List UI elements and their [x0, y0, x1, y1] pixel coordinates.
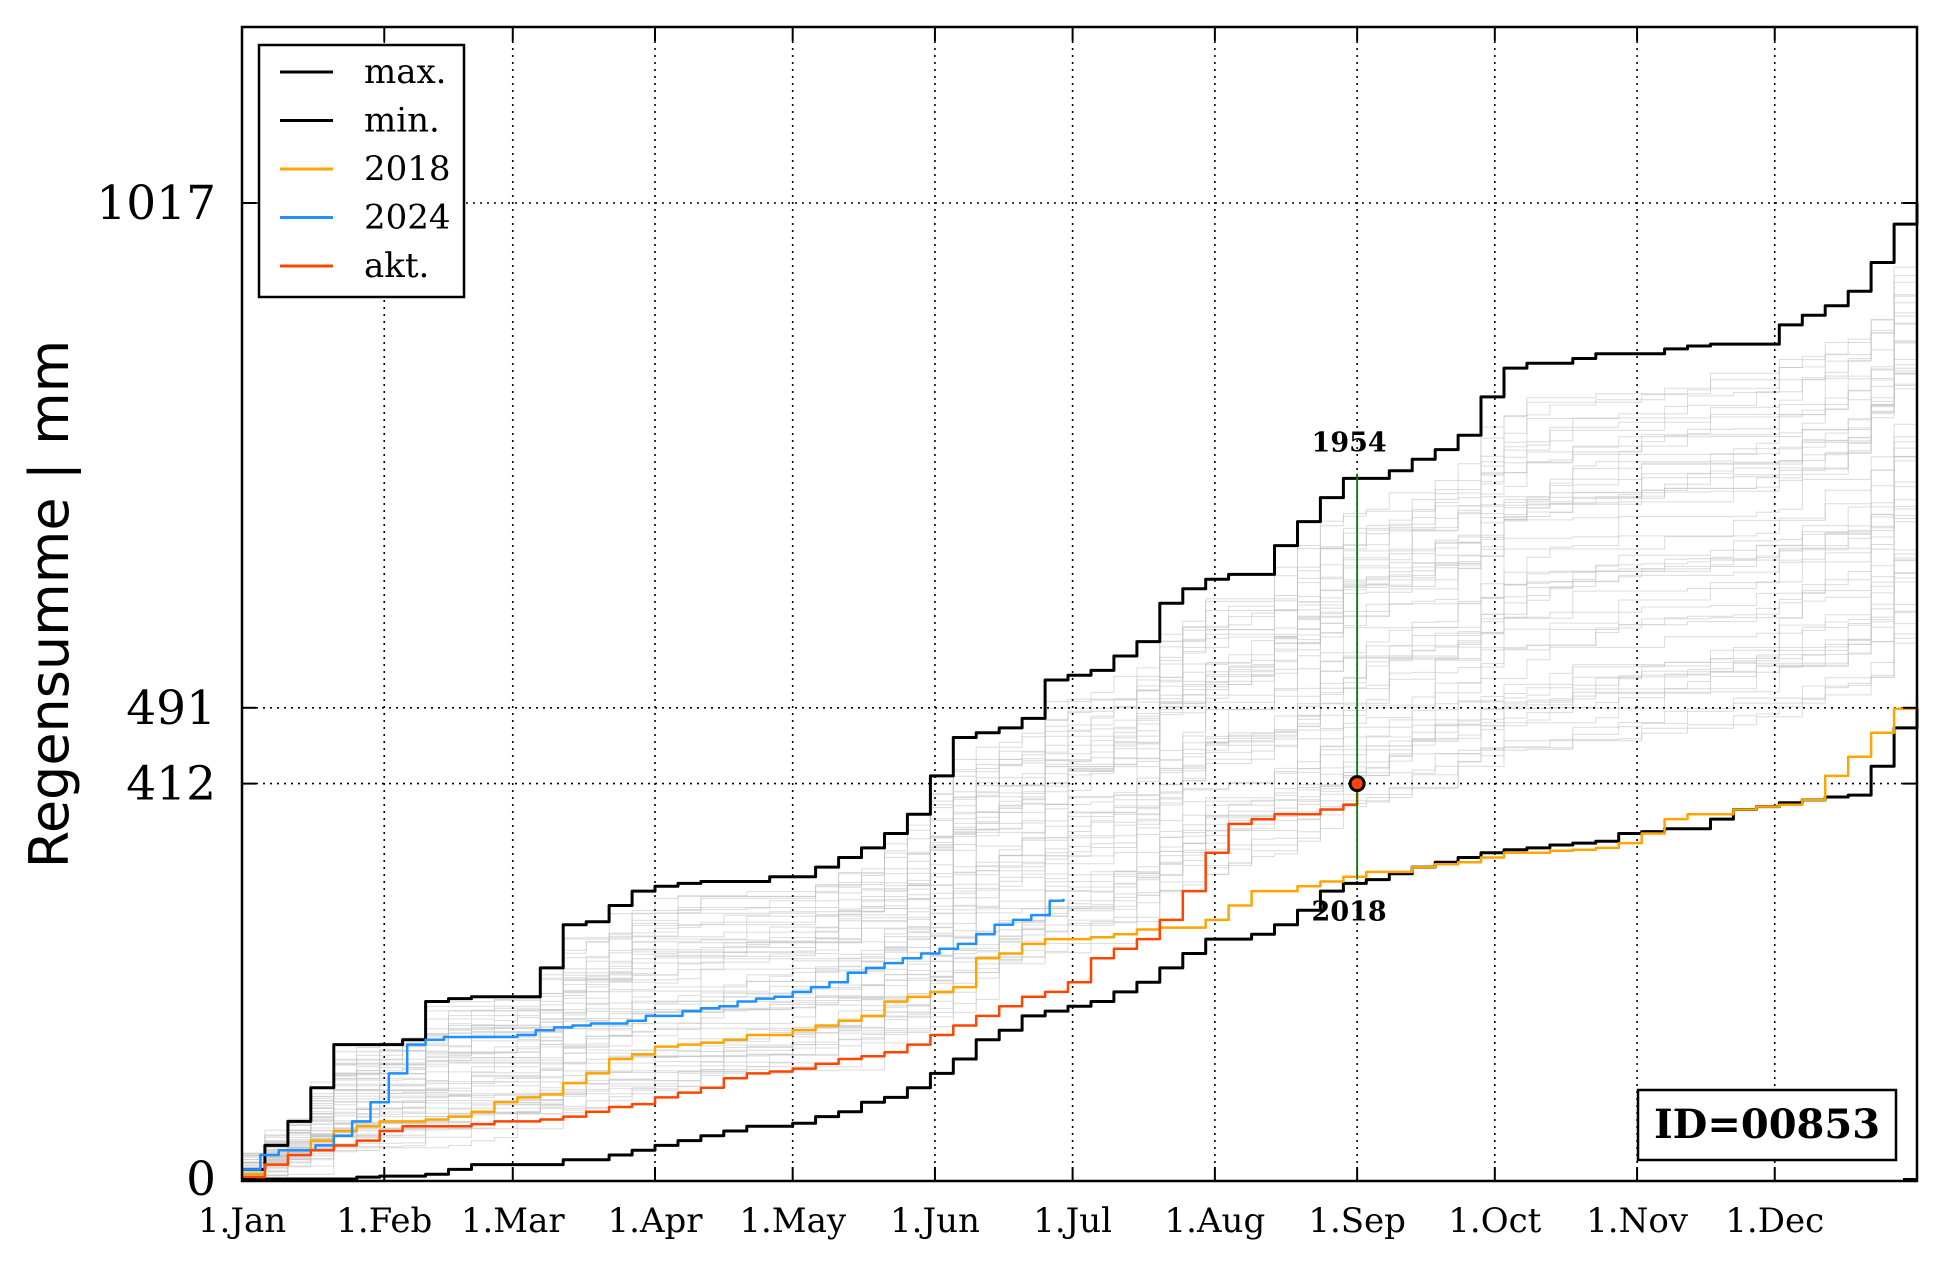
- x-tick-label: 1.Oct: [1448, 1201, 1541, 1241]
- x-tick-label: 1.Apr: [608, 1201, 704, 1241]
- x-tick-label: 1.Jul: [1033, 1201, 1112, 1241]
- historical-year-line: [242, 335, 1918, 1180]
- historical-year-line: [242, 302, 1918, 1160]
- historical-year-line: [242, 508, 1917, 1180]
- x-tick-label: 1.Mar: [461, 1201, 566, 1241]
- historical-year-line: [242, 545, 1918, 1180]
- x-tick-label: 1.Jan: [198, 1201, 286, 1241]
- annotations: 1954 2018: [1312, 428, 1387, 928]
- axis-tick-labels: 1.Jan 1.Feb 1.Mar 1.Apr 1.May 1.Jun 1.Jul 1.Aug…: [96, 176, 1824, 1241]
- max-year-label: 1954: [1312, 428, 1387, 459]
- legend: max. min. 2018 2024 akt.: [257, 43, 466, 299]
- id-box-frame: [1636, 1088, 1898, 1162]
- historical-year-line: [242, 610, 1918, 1164]
- historical-year-line: [242, 592, 1918, 1177]
- legend-box: [257, 43, 466, 299]
- historical-year-line: [242, 581, 1917, 1173]
- historical-year-line: [242, 327, 1918, 1180]
- station-id-label: ID=00853: [1654, 1101, 1880, 1148]
- historical-year-line: [242, 468, 1918, 1180]
- min-year-label: 2018: [1312, 897, 1387, 928]
- x-tick-label: 1.Nov: [1586, 1201, 1689, 1241]
- plot-frame: [240, 25, 1919, 1183]
- y-tick-label: 1017: [96, 176, 216, 231]
- station-id-box: ID=00853: [1636, 1088, 1898, 1162]
- historical-year-line: [242, 424, 1918, 1179]
- y-axis-label: Regensumme | mm: [18, 340, 81, 869]
- historical-year-line: [242, 599, 1918, 1175]
- x-tick-label: 1.May: [739, 1201, 847, 1241]
- legend-label: akt.: [364, 246, 429, 286]
- axis-ticks: [241, 27, 1917, 1181]
- historical-year-line: [242, 560, 1917, 1174]
- legend-label: max.: [364, 52, 447, 92]
- legend-label: 2018: [364, 149, 451, 189]
- y-tick-label: 0: [186, 1152, 216, 1207]
- historical-year-line: [242, 273, 1918, 1163]
- historical-year-line: [242, 541, 1918, 1180]
- series-line-2024: [242, 898, 1065, 1171]
- historical-year-lines: [242, 246, 1918, 1180]
- x-tick-label: 1.Jun: [890, 1201, 980, 1241]
- current-value-point: [1348, 775, 1366, 793]
- y-tick-label: 491: [126, 681, 216, 736]
- historical-year-line: [242, 396, 1918, 1180]
- y-tick-label: 412: [126, 757, 216, 812]
- x-tick-label: 1.Feb: [336, 1201, 432, 1241]
- legend-label: min.: [364, 101, 440, 141]
- legend-label: 2024: [364, 198, 451, 238]
- historical-year-line: [242, 295, 1918, 1180]
- series-lines: [242, 203, 1919, 1181]
- series-line-akt: [242, 783, 1359, 1179]
- historical-year-line: [242, 405, 1918, 1180]
- x-tick-label: 1.Aug: [1165, 1201, 1266, 1241]
- series-line-max: [242, 203, 1919, 1171]
- x-tick-label: 1.Sep: [1308, 1201, 1406, 1241]
- series-line-2018: [242, 694, 1919, 1176]
- x-tick-label: 1.Dec: [1725, 1201, 1824, 1241]
- series-line-min: [242, 707, 1919, 1181]
- historical-year-line: [242, 315, 1918, 1161]
- historical-year-line: [242, 366, 1918, 1166]
